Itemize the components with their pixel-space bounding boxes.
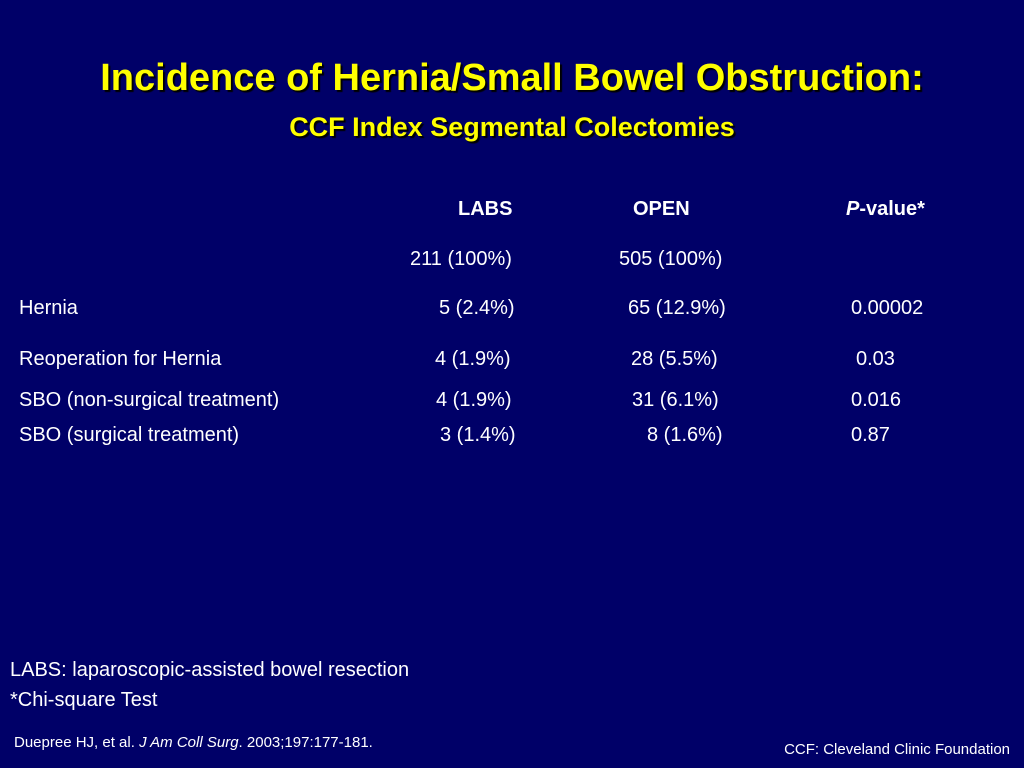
row-p-value: 0.016 bbox=[851, 389, 902, 411]
row-labs-value: 5 (2.4%) bbox=[439, 297, 515, 319]
row-p-value: 0.00002 bbox=[851, 297, 924, 319]
row-open-value: 31 (6.1%) bbox=[632, 389, 719, 411]
citation-journal: J Am Coll Surg bbox=[139, 734, 239, 751]
chi-square-note: *Chi-square Test bbox=[10, 689, 158, 711]
total-open: 505 (100%) bbox=[619, 248, 723, 270]
row-open-value: 65 (12.9%) bbox=[628, 297, 726, 319]
row-labs-value: 4 (1.9%) bbox=[436, 389, 512, 411]
p-value-suffix: -value* bbox=[859, 198, 925, 220]
citation-authors: Duepree HJ, et al. bbox=[14, 734, 140, 751]
slide-subtitle: CCF Index Segmental Colectomies bbox=[289, 112, 735, 142]
row-p-value: 0.87 bbox=[851, 424, 890, 446]
column-header-labs: LABS bbox=[458, 198, 513, 220]
row-open-value: 28 (5.5%) bbox=[631, 348, 718, 370]
slide-title: Incidence of Hernia/Small Bowel Obstruct… bbox=[100, 57, 924, 99]
total-labs: 211 (100%) bbox=[410, 248, 512, 270]
row-label: SBO (non-surgical treatment) bbox=[19, 389, 280, 411]
column-header-open: OPEN bbox=[633, 198, 690, 220]
row-p-value: 0.03 bbox=[856, 348, 895, 370]
row-labs-value: 4 (1.9%) bbox=[435, 348, 511, 370]
row-label: Hernia bbox=[19, 297, 78, 319]
labs-definition-note: LABS: laparoscopic-assisted bowel resect… bbox=[10, 659, 410, 681]
row-label: Reoperation for Hernia bbox=[19, 348, 222, 370]
ccf-abbreviation-note: CCF: Cleveland Clinic Foundation bbox=[784, 741, 1010, 758]
p-letter: P bbox=[846, 198, 860, 220]
row-labs-value: 3 (1.4%) bbox=[440, 424, 516, 446]
row-label: SBO (surgical treatment) bbox=[19, 424, 240, 446]
citation-details: . 2003;197:177-181. bbox=[238, 734, 373, 751]
row-open-value: 8 (1.6%) bbox=[647, 424, 723, 446]
citation: Duepree HJ, et al. J Am Coll Surg. 2003;… bbox=[14, 733, 373, 753]
column-header-p-value: P-value* bbox=[846, 197, 925, 221]
